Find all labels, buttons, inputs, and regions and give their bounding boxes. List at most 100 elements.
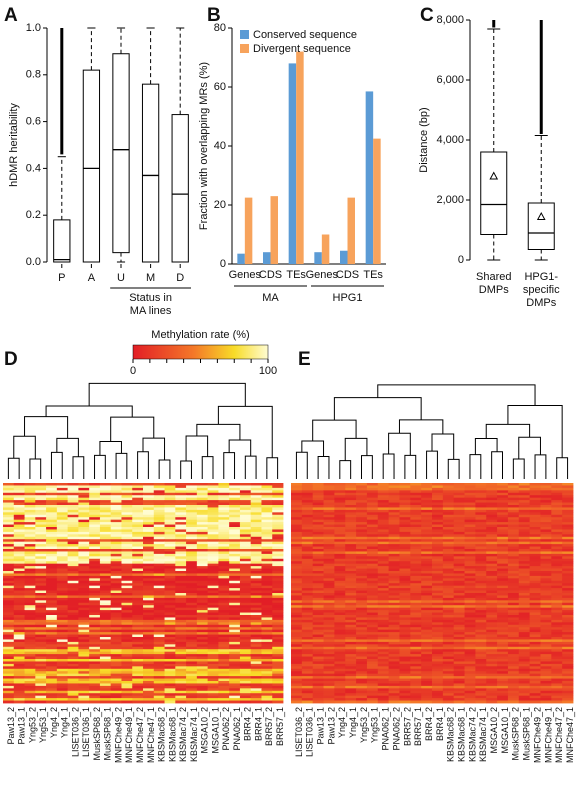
- heatmap-cell: [196, 541, 209, 545]
- heatmap-cell: [442, 676, 455, 679]
- heatmap-cell: [78, 500, 90, 503]
- heatmap-cell: [432, 536, 444, 540]
- heatmap-cell: [366, 544, 379, 547]
- heatmap-cell: [196, 639, 209, 643]
- heatmap-cell: [497, 627, 509, 631]
- heatmap-cell: [464, 531, 476, 535]
- heatmap-cell: [164, 541, 176, 545]
- heatmap-cell: [529, 595, 541, 599]
- heatmap-cell: [366, 629, 379, 633]
- heatmap-cell: [250, 693, 262, 697]
- heatmap-cell: [562, 527, 574, 530]
- heatmap-cell: [312, 624, 324, 628]
- heatmap-cell: [442, 517, 455, 521]
- heatmap-cell: [132, 654, 144, 657]
- heatmap-cell: [518, 671, 531, 675]
- heatmap-cell: [121, 649, 133, 653]
- heatmap-cell: [186, 668, 198, 672]
- heatmap-cell: [272, 610, 284, 613]
- heatmap-cell: [464, 668, 476, 672]
- heatmap-cell: [153, 483, 165, 486]
- heatmap-cell: [261, 524, 273, 528]
- heatmap-cell: [464, 487, 476, 491]
- heatmap-cell: [175, 634, 187, 638]
- heatmap-cell: [345, 575, 357, 579]
- heatmap-cell: [356, 529, 368, 533]
- heatmap-cell: [132, 531, 144, 535]
- heatmap-cell: [56, 527, 69, 530]
- heatmap-cell: [551, 610, 563, 613]
- heatmap-cell: [250, 497, 262, 501]
- heatmap-cell: [24, 593, 36, 596]
- heatmap-cell: [143, 695, 155, 699]
- heatmap-cell: [540, 571, 552, 574]
- heatmap-cell: [540, 522, 552, 525]
- heatmap-cell: [486, 678, 498, 682]
- heatmap-cell: [121, 644, 133, 648]
- heatmap-cell: [218, 531, 230, 535]
- heatmap-cell: [196, 573, 209, 577]
- heatmap-cell: [56, 578, 69, 582]
- heatmap-cell: [399, 590, 411, 594]
- heatmap-cell: [132, 571, 144, 574]
- heatmap-cell: [301, 600, 314, 604]
- heatmap-cell: [272, 683, 284, 687]
- heatmap-cell: [388, 519, 400, 523]
- heatmap-cell: [453, 610, 465, 613]
- heatmap-cell: [551, 495, 563, 499]
- sample-label: MNFChe47_1: [146, 707, 156, 763]
- heatmap-cell: [562, 492, 574, 496]
- heatmap-cell: [377, 573, 390, 577]
- heatmap-cell: [153, 646, 165, 650]
- heatmap-cell: [175, 497, 187, 501]
- heatmap-cell: [356, 634, 368, 638]
- heatmap-cell: [486, 676, 498, 679]
- heatmap-cell: [261, 505, 273, 508]
- heatmap-cell: [218, 512, 230, 516]
- heatmap-cell: [518, 649, 531, 653]
- heatmap-cell: [164, 649, 176, 653]
- heatmap-cell: [540, 566, 552, 569]
- heatmap-cell: [507, 639, 520, 643]
- heatmap-cell: [334, 578, 346, 582]
- heatmap-cell: [551, 578, 563, 582]
- heatmap-cell: [186, 505, 198, 508]
- heatmap-cell: [13, 681, 25, 684]
- heatmap-cell: [272, 502, 284, 506]
- heatmap-cell: [67, 495, 79, 499]
- heatmap-cell: [432, 656, 444, 660]
- heatmap-cell: [13, 668, 25, 672]
- heatmap-cell: [529, 688, 541, 692]
- heatmap-cell: [261, 590, 273, 594]
- heatmap-cell: [551, 573, 563, 577]
- heatmap-cell: [250, 678, 262, 682]
- heatmap-cell: [218, 629, 230, 633]
- heatmap-cell: [99, 629, 112, 633]
- heatmap-cell: [497, 522, 509, 525]
- heatmap-cell: [56, 671, 69, 675]
- heatmap-cell: [475, 551, 487, 555]
- heatmap-cell: [207, 685, 219, 689]
- heatmap-cell: [540, 641, 552, 645]
- heatmap-cell: [345, 529, 357, 533]
- heatmap-cell: [475, 622, 487, 626]
- dendrogram-link: [94, 454, 106, 479]
- heatmap-cell: [464, 673, 476, 677]
- heatmap-cell: [3, 578, 15, 582]
- heatmap-cell: [110, 666, 122, 670]
- heatmap-cell: [121, 558, 133, 562]
- heatmap-cell: [388, 656, 400, 660]
- heatmap-cell: [432, 544, 444, 547]
- heatmap-cell: [562, 502, 574, 506]
- heatmap-cell: [399, 654, 411, 657]
- heatmap-cell: [164, 536, 176, 540]
- heatmap-cell: [272, 700, 284, 704]
- heatmap-cell: [121, 544, 133, 547]
- heatmap-cell: [432, 590, 444, 594]
- heatmap-cell: [56, 492, 69, 496]
- heatmap-cell: [356, 553, 368, 557]
- heatmap-cell: [110, 529, 122, 533]
- heatmap-cell: [366, 685, 379, 689]
- bar: [321, 234, 330, 264]
- heatmap-cell: [261, 641, 273, 645]
